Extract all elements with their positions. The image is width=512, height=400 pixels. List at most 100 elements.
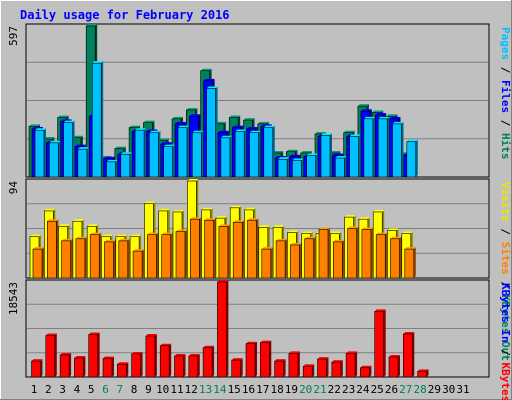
- bar-top: [74, 356, 86, 359]
- bar-top: [131, 351, 143, 354]
- bar-top: [276, 238, 288, 241]
- bar-top: [57, 115, 69, 118]
- bar-top: [258, 225, 270, 228]
- bar-face: [290, 244, 300, 279]
- bar-kbytes-f: [231, 358, 243, 378]
- bar-face: [48, 142, 59, 178]
- bar-face: [188, 355, 199, 378]
- day-label: 24: [356, 383, 370, 396]
- bar-top: [243, 118, 255, 121]
- bar-top: [344, 215, 356, 218]
- bar-side: [413, 247, 416, 278]
- bar-top: [229, 115, 241, 118]
- bar-face: [259, 342, 270, 378]
- bar-top: [115, 234, 127, 237]
- bar-top: [289, 154, 301, 157]
- bar-side: [156, 232, 159, 278]
- bar-face: [61, 240, 71, 279]
- bar-pages: [206, 86, 218, 178]
- bar-top: [44, 208, 56, 211]
- bar-sites: [218, 224, 230, 279]
- bar-kbytes-f: [45, 333, 57, 378]
- bar-top: [358, 217, 370, 220]
- bar-face: [347, 228, 357, 279]
- bar-pages: [177, 125, 189, 178]
- bar-kbytes-f: [288, 351, 300, 378]
- series-label-part: /: [499, 222, 512, 242]
- bar-kbytes-f: [302, 364, 315, 378]
- bar-side: [127, 238, 130, 278]
- bar-face: [102, 358, 113, 378]
- bar-face: [88, 334, 98, 378]
- bar-side: [197, 353, 200, 377]
- day-label: 29: [428, 383, 441, 396]
- day-label: 26: [385, 383, 398, 396]
- bar-pages: [320, 133, 332, 178]
- bar-sites: [175, 229, 187, 279]
- bar-top: [47, 219, 59, 222]
- bar-top: [149, 130, 161, 133]
- bar-side: [142, 249, 145, 278]
- bar-sites: [204, 218, 216, 279]
- bar-pages: [306, 153, 318, 178]
- bar-face: [145, 335, 156, 378]
- bar-side: [40, 359, 43, 377]
- bar-face: [317, 358, 327, 378]
- bar-kbytes-f: [88, 332, 100, 378]
- bar-side: [44, 128, 46, 177]
- bar-top: [200, 68, 212, 71]
- series-label-part: KBytes In: [499, 283, 512, 343]
- bar-side: [54, 333, 57, 377]
- bar-top: [273, 225, 285, 228]
- bar-sites: [404, 247, 416, 279]
- bar-side: [112, 356, 114, 377]
- panel-series-label: Visits / Sites / KBytes Out: [499, 182, 512, 361]
- bar-kbytes-f: [31, 359, 43, 378]
- bar-side: [426, 369, 429, 377]
- bar-top: [187, 179, 199, 181]
- bar-top: [71, 135, 83, 138]
- bar-top: [29, 124, 40, 127]
- bar-face: [374, 311, 385, 378]
- bar-top: [390, 236, 402, 239]
- bar-top: [331, 360, 343, 363]
- bar-face: [275, 240, 286, 279]
- bar-face: [331, 361, 342, 378]
- bar-side: [83, 356, 86, 377]
- bar-top: [88, 332, 100, 335]
- bar-face: [218, 226, 229, 279]
- bar-face: [32, 248, 43, 279]
- bar-face: [149, 132, 159, 178]
- bar-top: [406, 139, 418, 142]
- bar-side: [401, 121, 404, 177]
- bar-top: [175, 121, 186, 124]
- day-label: 15: [228, 383, 241, 396]
- bar-face: [247, 219, 257, 279]
- bar-top: [235, 129, 247, 132]
- bar-face: [204, 219, 214, 279]
- bar-top: [220, 135, 232, 138]
- bar-pages: [277, 157, 290, 178]
- bar-side: [356, 226, 359, 278]
- day-label: 7: [116, 383, 123, 396]
- bar-kbytes-f: [74, 356, 86, 378]
- bar-top: [246, 341, 257, 344]
- bar-face: [77, 148, 88, 178]
- bar-side: [301, 158, 304, 177]
- bar-pages: [234, 129, 247, 178]
- bar-sites: [290, 242, 302, 279]
- bar-side: [126, 362, 129, 377]
- bar-side: [170, 232, 173, 278]
- bar-face: [89, 234, 100, 279]
- bar-top: [260, 340, 272, 343]
- bar-face: [363, 118, 374, 178]
- bar-pages: [77, 147, 89, 178]
- bar-pages: [134, 128, 147, 178]
- bar-side: [299, 242, 302, 278]
- series-label-part: Visits: [499, 182, 512, 222]
- bar-kbytes-f: [274, 359, 286, 378]
- bar-sites: [190, 217, 202, 279]
- bar-side: [86, 147, 89, 177]
- bar-pages: [349, 134, 361, 178]
- bar-side: [270, 247, 273, 278]
